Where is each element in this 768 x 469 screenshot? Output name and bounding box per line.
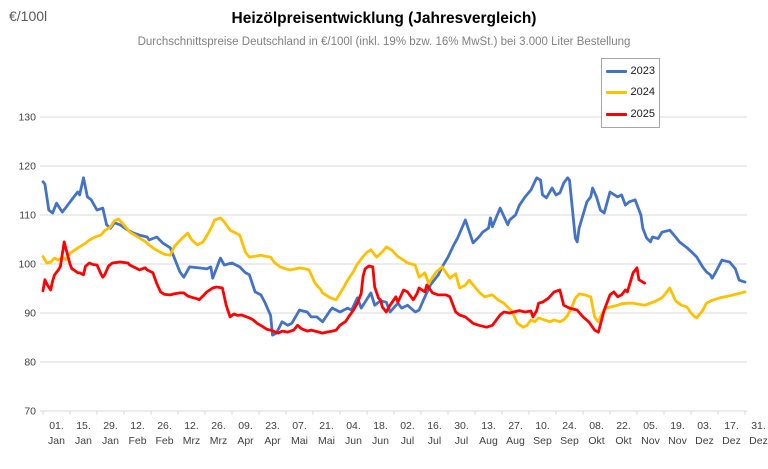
x-tick-label-day: 16. [427, 420, 442, 432]
x-tick-label-month: Jan [102, 435, 119, 447]
x-tick-label-month: Jun [345, 435, 362, 447]
legend: 2023 2024 2025 [601, 58, 660, 128]
series-line-2023 [41, 176, 747, 337]
x-tick-label-month: Jan [48, 435, 65, 447]
x-tick-label-month: Nov [641, 435, 660, 447]
x-tick-label-month: Sep [560, 435, 579, 447]
x-tick-label-day: 08. [589, 420, 604, 432]
legend-swatch-2024 [606, 91, 627, 95]
x-tick-label-day: 27. [508, 420, 523, 432]
y-tick-label: 90 [24, 308, 36, 320]
y-tick-label: 110 [19, 210, 36, 222]
series-line-2025 [41, 240, 647, 335]
legend-label-2024: 2024 [630, 86, 655, 99]
y-tick-label: 80 [24, 357, 36, 369]
x-tick-label-month: Nov [668, 435, 687, 447]
x-tick-label-day: 04. [346, 420, 361, 432]
x-tick-label-month: Dez [722, 435, 741, 447]
x-tick-label-month: Sep [533, 435, 552, 447]
x-tick-label-month: Jan [75, 435, 92, 447]
x-tick-label-month: Okt [615, 435, 631, 447]
x-tick-label-month: Jul [428, 435, 441, 447]
x-tick-label-day: 26. [157, 420, 172, 432]
x-tick-label-day: 12. [184, 420, 199, 432]
x-tick-label-month: Jun [372, 435, 389, 447]
x-tick-label-day: 15. [76, 420, 91, 432]
y-tick-label: 100 [18, 259, 36, 271]
x-tick-label-day: 09. [238, 420, 253, 432]
legend-item-2025: 2025 [606, 107, 655, 120]
x-tick-label-month: Jul [401, 435, 414, 447]
legend-swatch-2023 [606, 70, 627, 74]
x-tick-label-day: 01. [49, 420, 64, 432]
x-tick-label-month: Mrz [183, 435, 201, 447]
y-tick-label: 130 [18, 112, 36, 124]
x-tick-label-month: Mai [291, 435, 308, 447]
x-tick-label-month: Aug [506, 435, 525, 447]
x-tick-label-day: 29. [103, 420, 118, 432]
x-tick-label-day: 30. [454, 420, 469, 432]
x-tick-label-day: 02. [400, 420, 415, 432]
x-tick-label-day: 05. [643, 420, 658, 432]
x-tick-label-month: Mai [318, 435, 335, 447]
x-tick-label-day: 12. [130, 420, 145, 432]
x-tick-label-day: 10. [535, 420, 550, 432]
x-tick-label-day: 13. [481, 420, 496, 432]
x-tick-label-month: Jul [455, 435, 468, 447]
x-tick-label-day: 07. [292, 420, 307, 432]
x-tick-label-day: 26. [211, 420, 226, 432]
chart-subtitle: Durchschnittspreise Deutschland in €/100… [137, 36, 631, 48]
y-axis-unit-label: €/100l [9, 8, 48, 24]
x-tick-label-day: 17. [724, 420, 739, 432]
x-tick-label-day: 19. [670, 420, 685, 432]
x-tick-label-day: 21. [319, 420, 334, 432]
y-tick-label: 120 [18, 161, 36, 173]
x-tick-label-month: Dez [695, 435, 714, 447]
y-tick-label: 70 [24, 406, 36, 418]
x-tick-label-month: Feb [155, 435, 173, 447]
legend-item-2024: 2024 [606, 87, 655, 98]
x-tick-label-month: Aug [479, 435, 498, 447]
x-tick-label-day: 23. [265, 420, 280, 432]
x-tick-label-month: Dez [749, 435, 768, 447]
x-tick-label-month: Feb [128, 435, 146, 447]
chart-title: Heizölpreisentwicklung (Jahresvergleich) [231, 10, 537, 27]
legend-item-2023: 2023 [606, 66, 655, 77]
x-tick-label-month: Apr [264, 435, 281, 447]
x-tick-label-day: 18. [373, 420, 388, 432]
legend-label-2023: 2023 [630, 65, 655, 78]
series-line-2024 [41, 216, 747, 329]
x-tick-label-day: 31. [751, 420, 766, 432]
legend-label-2025: 2025 [630, 107, 655, 120]
x-tick-label-month: Apr [237, 435, 254, 447]
x-tick-label-month: Okt [588, 435, 604, 447]
x-tick-label-day: 22. [616, 420, 631, 432]
x-tick-label-month: Mrz [210, 435, 228, 447]
x-tick-label-day: 03. [697, 420, 712, 432]
x-tick-label-day: 24. [562, 420, 577, 432]
legend-swatch-2025 [606, 112, 627, 116]
